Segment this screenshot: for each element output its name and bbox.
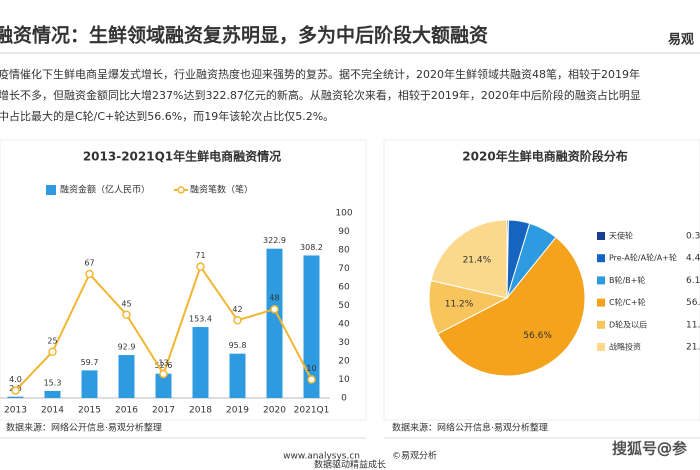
legend-value: 4.4% (686, 254, 700, 264)
x-tick-label: 2014 (41, 406, 64, 416)
x-tick-label: 2019 (226, 406, 249, 416)
bar (81, 370, 98, 398)
watermark: 搜狐号@参 (612, 440, 687, 458)
y2-tick-label: 30 (338, 338, 350, 348)
pie-slice (437, 236, 586, 377)
data-label: 67 (84, 259, 94, 268)
data-label: 25 (47, 336, 57, 345)
legend-swatch (597, 298, 605, 307)
bar (118, 355, 135, 398)
marker (307, 375, 316, 384)
legend-value: 21.4% (686, 343, 700, 353)
page-title: 融资情况：生鲜领域融资复苏明显，多为中后阶段大额融资 (0, 24, 488, 47)
legend-value: 6.1% (686, 276, 700, 286)
legend-swatch (177, 186, 185, 194)
legend-swatch (597, 276, 605, 285)
legend-label: Pre-A轮/A轮/A+轮 (609, 253, 677, 263)
marker (159, 369, 168, 379)
marker (122, 310, 131, 319)
data-label: 45 (121, 299, 131, 308)
legend-label: C轮/C+轮 (609, 297, 646, 307)
x-tick-label: 2017 (152, 406, 175, 416)
data-label: 308.2 (300, 243, 323, 252)
x-tick-label: 2013 (4, 406, 27, 416)
legend-value: 11.2% (686, 320, 700, 330)
x-tick-label: 2016 (115, 406, 138, 416)
legend-label: 融资笔数（笔） (190, 184, 253, 196)
y2-tick-label: 10 (338, 375, 350, 385)
legend-label: 天使轮 (609, 231, 633, 241)
paragraph-line: 中占比最大的是C轮/C+轮达到56.6%，而19年该轮次占比仅5.2%。 (0, 109, 334, 123)
data-label: 48 (269, 294, 279, 303)
legend-label: 融资金额（亿人民币） (60, 184, 150, 196)
legend-swatch (597, 320, 605, 329)
legend-value: 56.6% (686, 298, 700, 308)
slogan: 数据驱动精益成长 (314, 459, 386, 470)
marker (233, 316, 242, 325)
y2-tick-label: 20 (338, 357, 350, 367)
paragraph-line: 增长不多，但融资金额同比大增237%达到322.87亿元的新高。从融资轮次来看，… (0, 88, 641, 102)
paragraph-line: 疫情催化下生鲜电商呈爆发式增长，行业融资热度也迎来强势的复苏。据不完全统计，20… (0, 67, 640, 81)
data-label: 10 (306, 364, 316, 373)
data-label: 4.0 (9, 375, 22, 384)
marker (85, 269, 94, 279)
y2-tick-label: 60 (338, 283, 350, 293)
copyright: ©易观分析 (392, 450, 437, 462)
legend-label: B轮/B+轮 (609, 275, 645, 285)
source: 数据来源：网络公开信息·易观分析整理 (392, 422, 548, 434)
y2-tick-label: 100 (335, 209, 352, 219)
legend-swatch (597, 343, 605, 351)
legend-swatch (597, 254, 605, 263)
bar (266, 248, 283, 398)
bar (155, 373, 172, 398)
data-label: 52.6 (155, 361, 173, 370)
y2-tick-label: 40 (338, 320, 350, 330)
legend-value: 0.3% (686, 232, 700, 242)
chart-title: 2013-2021Q1年生鲜电商融资情况 (83, 149, 281, 164)
site: www.analysys.cn (283, 452, 360, 462)
data-label: 95.8 (229, 341, 247, 350)
data-label: 92.9 (118, 343, 136, 352)
x-tick-label: 2015 (78, 406, 101, 416)
slice-label: 56.6% (523, 331, 552, 341)
slice-label: 11.2% (445, 300, 474, 310)
logo: 易观 (668, 33, 694, 48)
pie-slice (430, 219, 508, 299)
bar (44, 390, 61, 398)
slice-label: 21.4% (463, 256, 492, 266)
data-label: 322.9 (263, 236, 286, 245)
legend-swatch (46, 185, 56, 195)
y2-tick-label: 50 (338, 301, 350, 311)
x-tick-label: 2021Q1 (294, 406, 330, 416)
data-label: 13 (158, 358, 168, 367)
bar (229, 353, 246, 398)
bar (7, 396, 24, 398)
divider (0, 52, 700, 54)
marker (196, 262, 205, 271)
legend-swatch (597, 232, 605, 240)
marker (48, 347, 57, 356)
data-label: 71 (195, 251, 205, 260)
y2-tick-label: 80 (338, 246, 350, 256)
y2-tick-label: 90 (338, 227, 350, 237)
y2-tick-label: 70 (338, 264, 350, 274)
source: 数据来源：网络公开信息·易观分析整理 (6, 422, 162, 434)
y2-tick-label: 0 (341, 394, 347, 404)
marker (270, 304, 279, 314)
legend-label: 战略投资 (609, 342, 641, 352)
bar (192, 327, 209, 398)
marker (11, 386, 20, 395)
data-label: 59.7 (81, 358, 99, 367)
legend-label: D轮及以后 (609, 319, 647, 329)
bar (303, 255, 320, 398)
x-tick-label: 2020 (263, 406, 286, 416)
chart-title: 2020年生鲜电商融资阶段分布 (462, 149, 627, 164)
x-tick-label: 2018 (189, 406, 212, 416)
data-label: 15.3 (44, 378, 62, 387)
data-label: 153.4 (189, 315, 212, 324)
data-label: 42 (232, 305, 242, 314)
